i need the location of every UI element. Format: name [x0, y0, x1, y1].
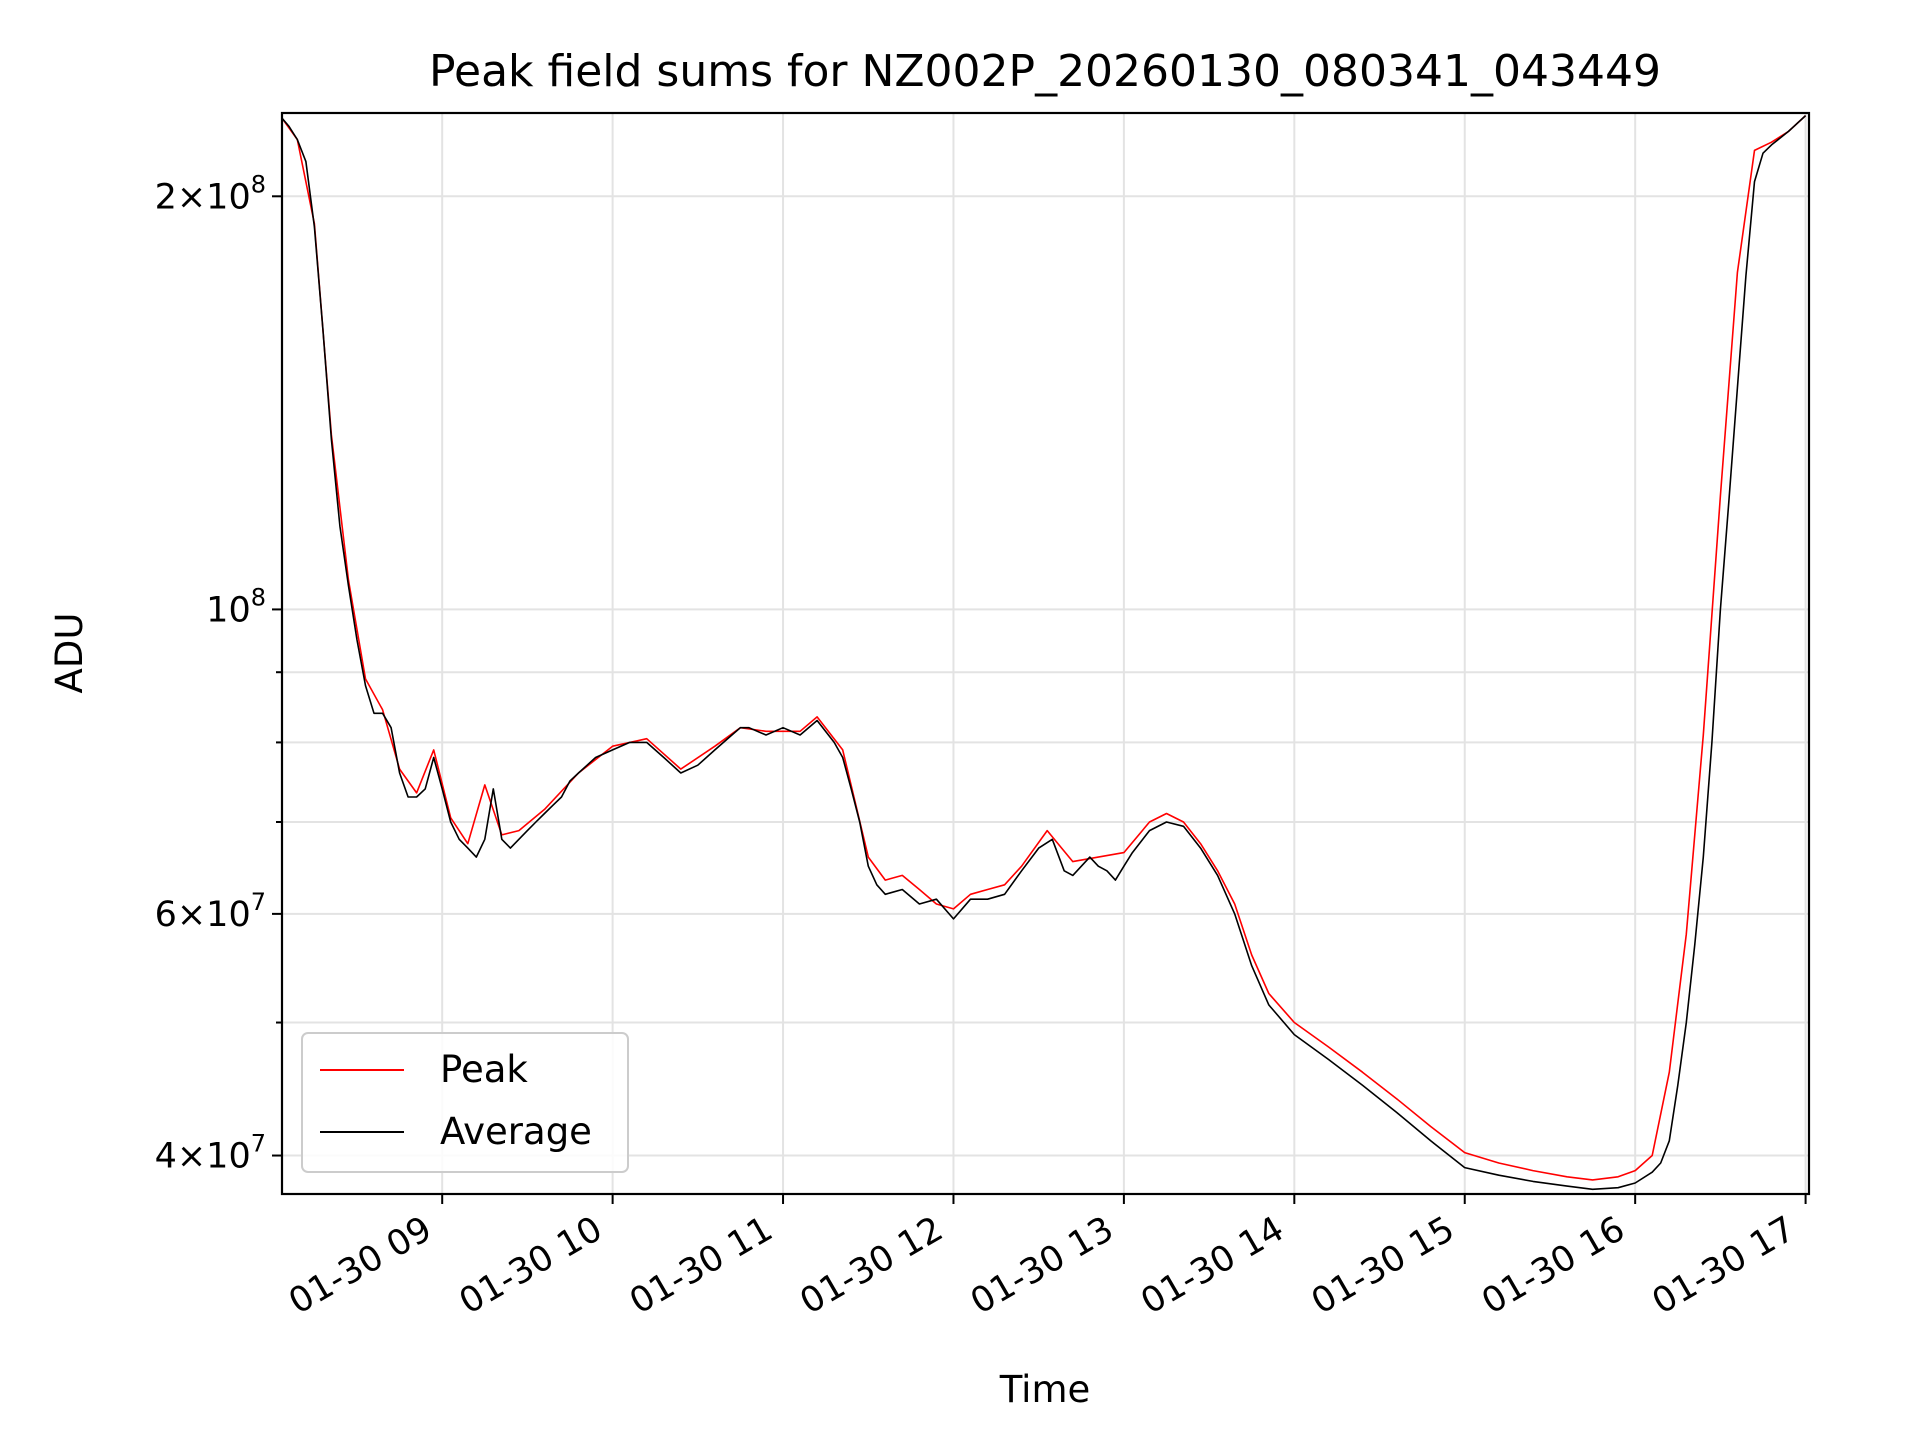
series-line-peak — [281, 115, 1807, 1181]
y-tick-label: 108 — [206, 583, 266, 630]
x-tick-label: 01-30 17 — [1646, 1209, 1802, 1322]
chart-title: Peak field sums for NZ002P_20260130_0803… — [429, 46, 1661, 97]
x-axis-label: Time — [999, 1368, 1091, 1411]
x-tick-label: 01-30 13 — [964, 1209, 1120, 1322]
legend-box — [301, 1032, 629, 1173]
x-tick-label: 01-30 15 — [1305, 1209, 1461, 1322]
y-tick-label: 2×108 — [155, 170, 266, 217]
plot-frame — [280, 111, 1811, 1196]
plot-series — [281, 115, 1807, 1191]
x-tick-label: 01-30 10 — [453, 1209, 609, 1322]
legend-peak-label: Peak — [440, 1048, 528, 1091]
x-tick-label: 01-30 12 — [794, 1209, 950, 1322]
series-line-average — [281, 115, 1807, 1191]
grid — [282, 113, 1809, 1194]
x-tick-label: 01-30 14 — [1135, 1209, 1291, 1322]
y-tick-label: 6×107 — [155, 888, 266, 935]
y-axis-label: ADU — [48, 613, 91, 694]
x-tick-label: 01-30 09 — [282, 1209, 438, 1322]
x-tick-label: 01-30 11 — [623, 1209, 779, 1322]
x-tick-label: 01-30 16 — [1475, 1209, 1631, 1322]
legend: Peak Average — [301, 1032, 629, 1173]
y-tick-label: 4×107 — [155, 1130, 266, 1177]
legend-average-label: Average — [440, 1110, 592, 1153]
